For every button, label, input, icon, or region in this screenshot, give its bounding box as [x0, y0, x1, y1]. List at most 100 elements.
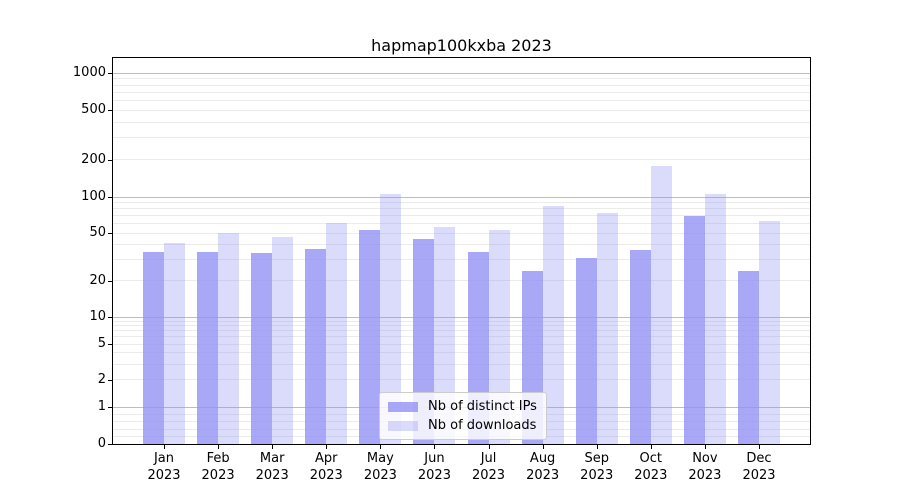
- y-tick-label: 10: [89, 309, 106, 324]
- x-tick-label: May 2023: [363, 451, 397, 483]
- x-tick-label: Jun 2023: [417, 451, 451, 483]
- gridline: [113, 109, 810, 111]
- gridline: [113, 78, 810, 80]
- legend-item-downloads: Nb of downloads: [388, 418, 537, 433]
- bar-ips-nov: [683, 215, 705, 444]
- y-tick-mark: [108, 73, 112, 74]
- gridline: [113, 196, 810, 198]
- x-tick-mark: [434, 445, 436, 449]
- x-tick-mark: [542, 445, 544, 449]
- gridline: [113, 352, 810, 354]
- x-tick-mark: [704, 445, 706, 449]
- bar-ips-may: [359, 230, 381, 444]
- gridline: [113, 137, 810, 139]
- y-tick-mark: [108, 344, 112, 346]
- x-tick-label: Dec 2023: [742, 451, 776, 483]
- bar-downloads-oct: [650, 165, 672, 444]
- legend-swatch-downloads: [388, 420, 418, 431]
- gridline: [113, 84, 810, 86]
- y-tick-mark: [108, 407, 112, 408]
- legend-swatch-distinct-ips: [388, 401, 418, 412]
- bar-downloads-mar: [272, 237, 294, 444]
- y-tick-mark: [108, 317, 112, 318]
- bar-downloads-may: [380, 194, 402, 444]
- gridline: [113, 343, 810, 345]
- y-tick-mark: [108, 110, 112, 112]
- gridline: [113, 201, 810, 203]
- gridline: [113, 100, 810, 101]
- bar-downloads-apr: [326, 222, 348, 444]
- gridline: [113, 208, 810, 210]
- gridline: [113, 223, 810, 225]
- y-tick-mark: [108, 197, 112, 198]
- gridline: [113, 159, 810, 161]
- bar-ips-mar: [251, 253, 273, 444]
- y-tick-label: 500: [81, 102, 106, 118]
- x-tick-label: Jul 2023: [471, 451, 506, 483]
- x-tick-label: Nov 2023: [688, 451, 722, 483]
- gridline: [113, 244, 810, 246]
- x-tick-label: Feb 2023: [201, 451, 235, 483]
- bar-ips-oct: [629, 250, 651, 444]
- gridline: [113, 91, 810, 93]
- gridline: [113, 215, 810, 217]
- x-tick-label: Jan 2023: [147, 451, 181, 483]
- y-tick-label: 1000: [72, 65, 106, 80]
- gridline: [113, 320, 810, 322]
- y-tick-label: 2: [97, 371, 106, 387]
- legend-item-distinct-ips: Nb of distinct IPs: [388, 399, 537, 414]
- gridline: [113, 72, 810, 74]
- y-tick-label: 200: [81, 151, 106, 167]
- y-tick-label: 5: [97, 336, 106, 352]
- x-tick-mark: [650, 445, 652, 449]
- y-tick-mark: [108, 379, 112, 381]
- y-tick-label: 100: [81, 189, 106, 204]
- legend-label-distinct-ips: Nb of distinct IPs: [428, 399, 537, 414]
- x-tick-mark: [488, 445, 490, 449]
- bar-downloads-jun: [434, 227, 456, 444]
- gridline: [113, 363, 810, 365]
- gridline: [113, 280, 810, 282]
- y-tick-mark: [108, 444, 112, 445]
- y-tick-label: 0: [97, 436, 106, 451]
- y-tick-mark: [108, 233, 112, 235]
- bar-ips-dec: [737, 271, 759, 444]
- gridline: [113, 232, 810, 234]
- bar-ips-apr: [305, 248, 327, 444]
- bar-ips-feb: [197, 251, 219, 444]
- bar-downloads-dec: [758, 221, 780, 444]
- x-tick-label: Aug 2023: [526, 451, 560, 483]
- bar-downloads-feb: [218, 233, 240, 444]
- legend: Nb of distinct IPs Nb of downloads: [379, 392, 547, 440]
- gridline: [113, 259, 810, 261]
- x-tick-mark: [164, 445, 165, 449]
- x-tick-mark: [218, 445, 220, 449]
- x-tick-mark: [596, 445, 598, 449]
- x-tick-mark: [272, 445, 274, 449]
- gridline: [113, 316, 810, 318]
- gridline: [113, 325, 810, 327]
- legend-label-downloads: Nb of downloads: [428, 418, 537, 433]
- bar-downloads-aug: [542, 206, 564, 444]
- x-tick-mark: [326, 445, 328, 449]
- bar-downloads-sep: [596, 212, 618, 444]
- y-tick-mark: [108, 280, 112, 282]
- bar-ips-sep: [575, 258, 597, 444]
- gridline: [113, 330, 810, 332]
- bar-downloads-jul: [488, 230, 510, 444]
- bar-downloads-jan: [164, 243, 185, 444]
- y-tick-label: 20: [89, 272, 106, 288]
- gridline: [113, 336, 810, 338]
- gridline: [113, 121, 810, 123]
- bar-ips-jan: [143, 251, 164, 444]
- gridline: [113, 379, 810, 381]
- x-tick-label: Mar 2023: [255, 451, 289, 483]
- x-tick-label: Oct 2023: [634, 451, 668, 483]
- x-tick-mark: [380, 445, 382, 449]
- plot-area: [112, 57, 811, 445]
- chart-title: hapmap100kxba 2023: [371, 36, 552, 55]
- y-tick-label: 1: [97, 399, 106, 414]
- x-tick-label: Apr 2023: [309, 451, 343, 483]
- bar-downloads-nov: [704, 194, 726, 444]
